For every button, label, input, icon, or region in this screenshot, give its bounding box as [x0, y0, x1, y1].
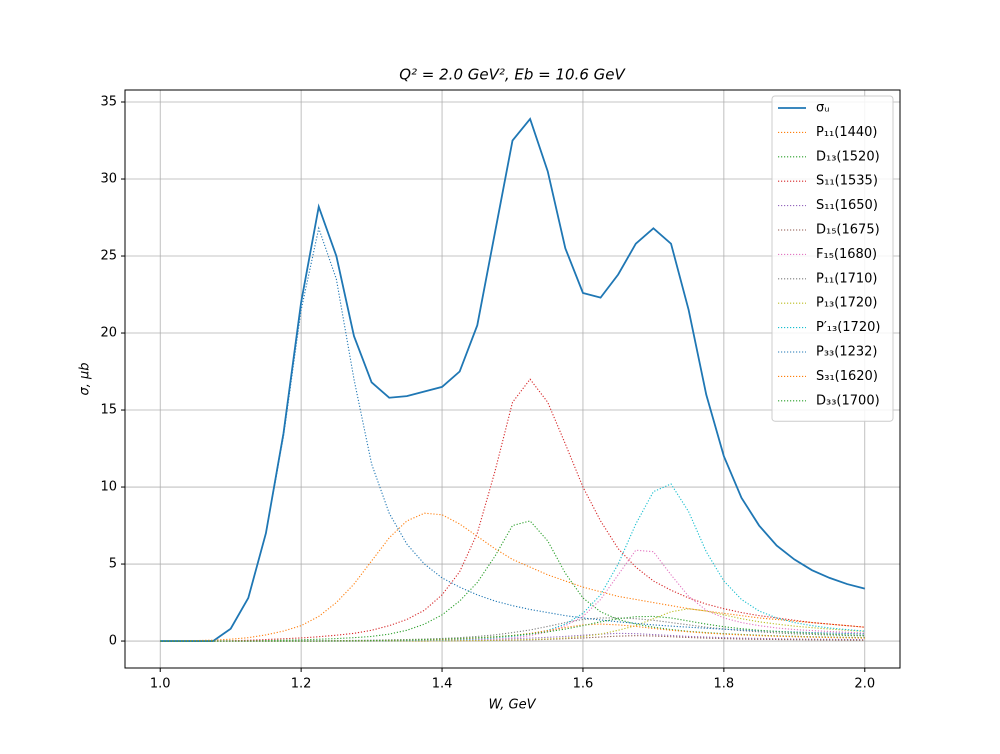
series-line: [160, 117, 865, 642]
legend-label: σᵤ: [816, 101, 830, 116]
x-tick-label: 1.4: [432, 677, 453, 692]
legend-label: P₃₃(1232): [816, 345, 878, 360]
y-tick-label: 10: [100, 480, 117, 495]
series-line: [160, 378, 865, 642]
x-tick-label: 1.0: [150, 677, 171, 692]
chart-title: Q² = 2.0 GeV², Eb = 10.6 GeV: [399, 66, 626, 84]
legend-label: D₃₃(1700): [816, 393, 880, 408]
x-tick-label: 2.0: [854, 677, 875, 692]
legend-label: S₃₁(1620): [816, 369, 878, 384]
legend-label: S₁₁(1535): [816, 174, 878, 189]
plot-lines: [160, 117, 865, 642]
y-tick-label: 30: [100, 172, 117, 187]
legend-label: P₁₁(1710): [816, 271, 878, 286]
series-line: [160, 615, 865, 642]
legend-label: F₁₅(1680): [816, 247, 877, 262]
y-tick-label: 25: [100, 249, 117, 264]
grid: [125, 90, 900, 668]
legend-label: S₁₁(1650): [816, 198, 878, 213]
legend-label: P₁₃(1720): [816, 296, 878, 311]
legend-box: [771, 95, 894, 422]
x-axis-label: W, GeV: [488, 698, 536, 713]
legend-label: D₁₅(1675): [816, 223, 880, 238]
y-tick-label: 15: [100, 403, 117, 418]
y-tick-label: 5: [109, 557, 117, 572]
legend-label: P′₁₃(1720): [816, 320, 880, 335]
y-tick-label: 0: [109, 634, 117, 649]
legend: σᵤ P₁₁(1440) D₁₃(1520) S₁₁(1535) S₁₁(1650) D₁…: [771, 95, 894, 422]
y-tick-label: 20: [100, 326, 117, 341]
y-axis-label: σ, μb: [78, 362, 93, 395]
y-tick-label: 35: [100, 95, 117, 110]
legend-label: D₁₃(1520): [816, 149, 880, 164]
x-tick-label: 1.8: [714, 677, 735, 692]
plot-frame: [124, 89, 901, 669]
axes: 1.0 1.2 1.4 1.6 1.8 2.0 0 5 10 15 20 25 30 35: [100, 95, 875, 692]
series-line: [160, 512, 865, 642]
x-tick-label: 1.2: [291, 677, 312, 692]
x-tick-label: 1.6: [573, 677, 594, 692]
legend-label: P₁₁(1440): [816, 125, 878, 140]
